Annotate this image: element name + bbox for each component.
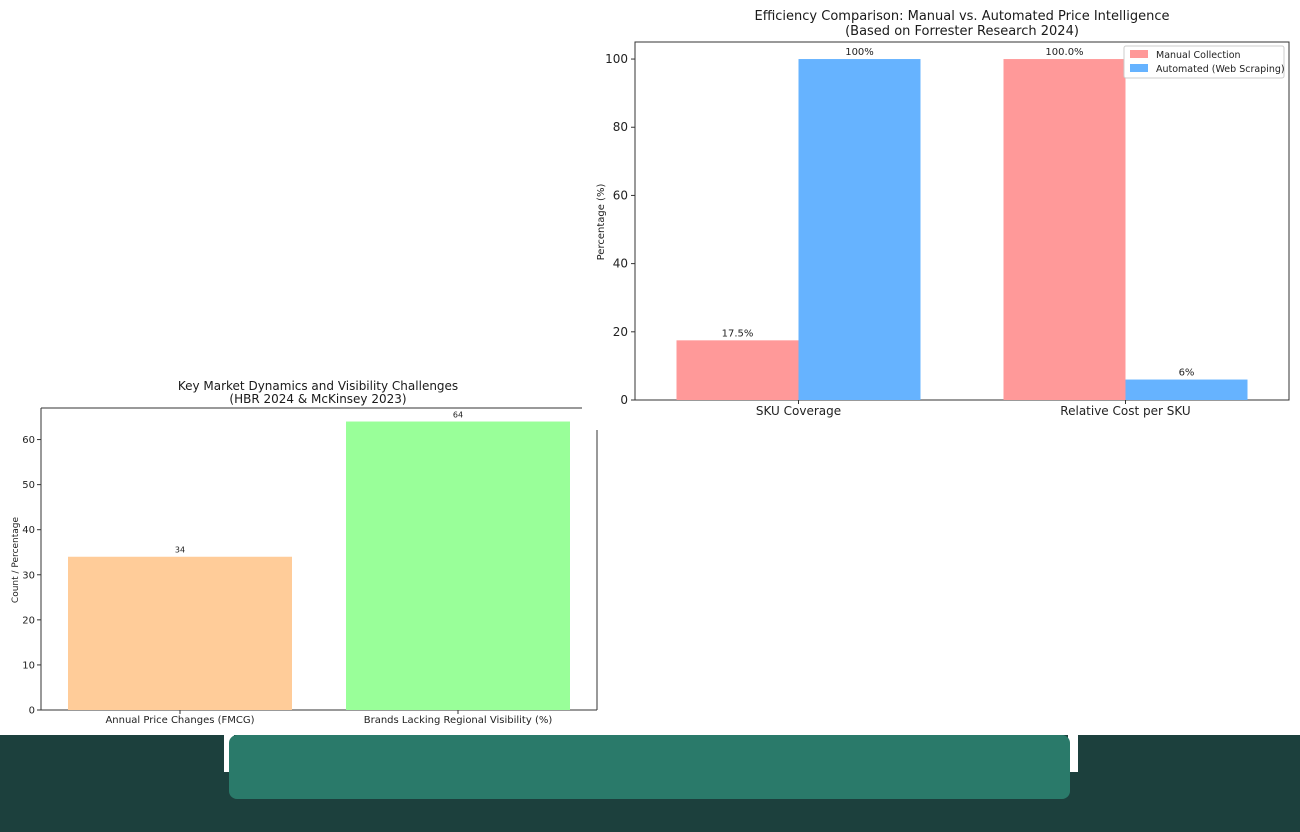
efficiency-bar-value-label: 100.0% (1045, 47, 1083, 58)
efficiency-y-tick-label: 60 (613, 188, 628, 202)
dynamics-y-tick-label: 60 (22, 435, 35, 446)
dynamics-x-tick-label: Brands Lacking Regional Visibility (%) (364, 715, 553, 726)
dynamics-y-tick-label: 50 (22, 480, 35, 491)
efficiency-bar-value-label: 6% (1179, 368, 1195, 379)
footer-panel (229, 735, 1070, 799)
dynamics-bar-value-label: 64 (453, 411, 463, 420)
dynamics-y-tick-label: 10 (22, 660, 35, 671)
legend-label-automated: Automated (Web Scraping) (1156, 64, 1285, 75)
efficiency-plot-frame (634, 41, 1290, 401)
efficiency-chart-subtitle: (Based on Forrester Research 2024) (845, 24, 1079, 39)
efficiency-bar (798, 59, 921, 401)
dynamics-chart-title: Key Market Dynamics and Visibility Chall… (178, 379, 458, 393)
efficiency-legend: Manual Collection Automated (Web Scrapin… (1123, 45, 1285, 79)
legend-swatch-manual (1130, 50, 1148, 58)
dynamics-y-tick-label: 40 (22, 525, 35, 536)
dynamics-y-tick-label: 20 (22, 615, 35, 626)
efficiency-y-tick-label: 100 (605, 52, 628, 66)
efficiency-y-tick-label: 80 (613, 120, 628, 134)
efficiency-bar-value-label: 17.5% (722, 328, 754, 339)
dynamics-chart-subtitle: (HBR 2024 & McKinsey 2023) (229, 392, 406, 406)
efficiency-bar (1125, 379, 1248, 400)
efficiency-y-tick-label: 40 (613, 257, 628, 271)
efficiency-y-axis-label: Percentage (%) (596, 184, 607, 261)
efficiency-x-tick-label: Relative Cost per SKU (1060, 404, 1190, 418)
legend-label-manual: Manual Collection (1156, 50, 1241, 61)
footer-gap-right (1068, 735, 1078, 772)
dynamics-y-tick-label: 30 (22, 570, 35, 581)
efficiency-chart-title: Efficiency Comparison: Manual vs. Automa… (755, 9, 1170, 24)
efficiency-x-tick-label: SKU Coverage (756, 404, 841, 418)
dynamics-bar (68, 556, 292, 710)
efficiency-chart: Efficiency Comparison: Manual vs. Automa… (596, 9, 1290, 418)
dynamics-x-tick-label: Annual Price Changes (FMCG) (105, 715, 254, 726)
efficiency-bar (1003, 59, 1126, 401)
efficiency-y-tick-label: 20 (613, 325, 628, 339)
dynamics-y-axis-label: Count / Percentage (11, 516, 21, 603)
efficiency-bar-value-label: 100% (845, 47, 874, 58)
dynamics-y-tick-label: 0 (29, 706, 35, 717)
dynamics-bar-value-label: 34 (175, 546, 185, 555)
legend-swatch-automated (1130, 64, 1148, 72)
efficiency-y-tick-label: 0 (620, 393, 628, 407)
dynamics-bar (346, 421, 570, 710)
dynamics-chart: Key Market Dynamics and Visibility Chall… (11, 379, 598, 726)
efficiency-bar (676, 340, 799, 400)
